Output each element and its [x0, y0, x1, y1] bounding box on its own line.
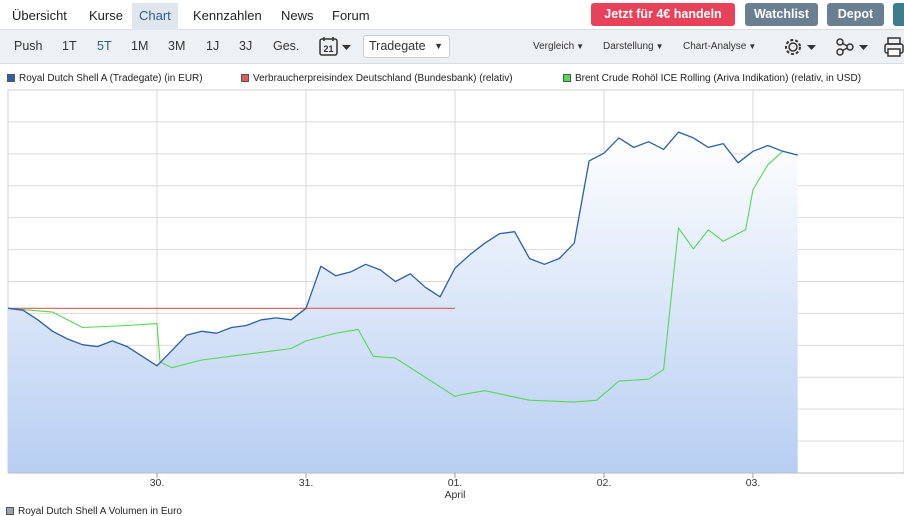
legend-swatch: [563, 74, 571, 82]
range-1m[interactable]: 1M: [131, 39, 149, 53]
tab-kurse[interactable]: Kurse: [89, 8, 123, 23]
range-3j[interactable]: 3J: [239, 39, 253, 53]
share-icon[interactable]: [834, 35, 874, 59]
x-tick-label: 31.: [299, 477, 314, 489]
range-1t[interactable]: 1T: [62, 39, 77, 53]
legend-swatch: [6, 507, 14, 515]
menu-vergleich[interactable]: Vergleich ▼: [533, 41, 585, 52]
tab-news[interactable]: News: [281, 8, 314, 23]
range-push[interactable]: Push: [14, 39, 43, 53]
volume-legend: Royal Dutch Shell A Volumen in Euro: [6, 506, 182, 516]
chevron-down-icon: ▼: [655, 42, 664, 51]
top-navigation: Übersicht Kurse Chart Kennzahlen News Fo…: [0, 0, 904, 30]
tab-kennzahlen[interactable]: Kennzahlen: [193, 8, 262, 23]
x-sublabel: April: [444, 489, 465, 501]
print-icon[interactable]: [884, 35, 904, 59]
series-shell-line: [7, 131, 798, 367]
chevron-down-icon: ▼: [576, 42, 585, 51]
menu-chart-analyse[interactable]: Chart-Analyse ▼: [683, 41, 757, 52]
legend-swatch: [241, 74, 249, 82]
chart-toolbar: Push 1T 5T 1M 3M 1J 3J Ges. 21 Tradegate…: [0, 30, 904, 64]
legend-item-brent[interactable]: Brent Crude Rohöl ICE Rolling (Ariva Ind…: [563, 73, 861, 84]
series-shell-area: [8, 132, 798, 473]
calendar-day: 21: [323, 44, 333, 54]
chevron-down-icon: ▼: [748, 42, 757, 51]
x-tick-label: 02.: [597, 477, 612, 489]
range-gesamt[interactable]: Ges.: [273, 39, 300, 53]
price-chart: 30. 31. 01. 02. 03. April: [7, 89, 904, 501]
menu-darstellung[interactable]: Darstellung ▼: [603, 41, 664, 52]
watchlist-button[interactable]: Watchlist: [745, 3, 818, 26]
gear-icon[interactable]: [782, 35, 820, 59]
overflow-button[interactable]: [893, 3, 904, 26]
exchange-select-value: Tradegate: [369, 39, 426, 53]
tab-chart[interactable]: Chart: [132, 3, 178, 30]
tab-uebersicht[interactable]: Übersicht: [12, 8, 67, 23]
calendar-icon[interactable]: 21: [318, 35, 356, 59]
chevron-down-icon: ▼: [434, 41, 443, 51]
tab-forum[interactable]: Forum: [332, 8, 370, 23]
legend-item-vpi[interactable]: Verbraucherpreisindex Deutschland (Bunde…: [241, 73, 513, 84]
exchange-select[interactable]: Tradegate ▼: [363, 35, 450, 58]
range-5t[interactable]: 5T: [97, 39, 112, 53]
depot-button[interactable]: Depot: [827, 3, 884, 26]
x-axis: 30. 31. 01. 02. 03. April: [8, 472, 904, 501]
range-1j[interactable]: 1J: [206, 39, 220, 53]
legend-item-shell[interactable]: Royal Dutch Shell A (Tradegate) (in EUR): [7, 73, 203, 84]
x-tick-label: 03.: [746, 477, 761, 489]
x-tick-label: 30.: [150, 477, 165, 489]
x-tick-label: 01.: [448, 477, 463, 489]
series-brent-line: [7, 150, 798, 403]
legend-swatch: [7, 74, 15, 82]
range-3m[interactable]: 3M: [168, 39, 186, 53]
trade-button[interactable]: Jetzt für 4€ handeln: [591, 3, 735, 26]
chart-legend: Royal Dutch Shell A (Tradegate) (in EUR)…: [0, 71, 904, 87]
